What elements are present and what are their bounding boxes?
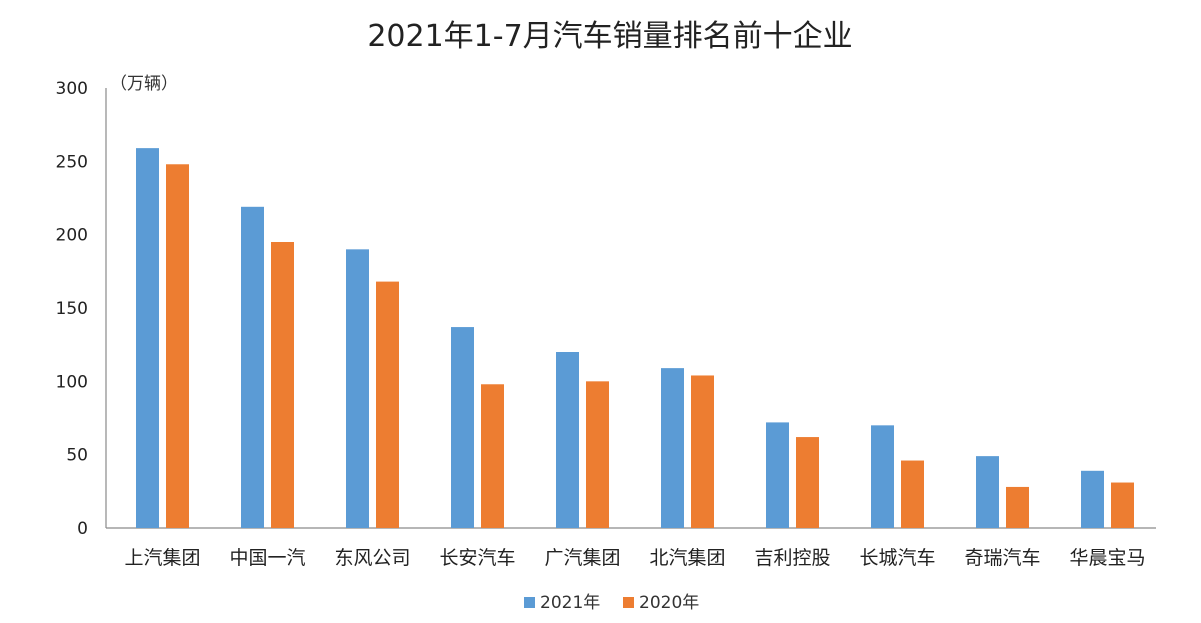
bar-series-2020 bbox=[376, 281, 399, 528]
legend-label: 2020年 bbox=[639, 593, 699, 613]
legend: 2021年 2020年 bbox=[524, 593, 699, 613]
y-tick-label: 200 bbox=[56, 226, 88, 246]
legend-label: 2021年 bbox=[540, 593, 600, 613]
bar-series-2021 bbox=[871, 425, 894, 528]
x-category-label: 中国一汽 bbox=[229, 547, 305, 569]
x-category-label: 吉利控股 bbox=[754, 547, 830, 569]
bar-series-2021 bbox=[766, 422, 789, 528]
x-category-label: 华晨宝马 bbox=[1069, 547, 1145, 569]
bar-series-2021 bbox=[1081, 470, 1104, 528]
y-unit-label: （万辆） bbox=[110, 74, 178, 94]
bar-series-2020 bbox=[481, 384, 504, 528]
bar-series-2020 bbox=[586, 381, 609, 528]
y-tick-label: 300 bbox=[56, 79, 88, 99]
bar-series-2021 bbox=[976, 456, 999, 528]
bar-series-2020 bbox=[796, 437, 819, 528]
y-tick-label: 150 bbox=[56, 299, 88, 319]
x-category-label: 上汽集团 bbox=[124, 547, 200, 569]
y-tick-label: 50 bbox=[66, 446, 88, 466]
legend-swatch bbox=[524, 597, 535, 608]
bar-series-2020 bbox=[901, 460, 924, 528]
bar-series-2020 bbox=[1006, 486, 1029, 528]
y-tick-label: 100 bbox=[56, 372, 88, 392]
chart-title: 2021年1-7月汽车销量排名前十企业 bbox=[367, 19, 852, 54]
x-axis: 上汽集团 中国一汽 东风公司 长安汽车 广汽集团 北汽集团 吉利控股 长城汽车 奇瑞汽车 华晨宝马 bbox=[106, 527, 1156, 569]
bar-series-group bbox=[136, 148, 1134, 529]
bar-series-2021 bbox=[556, 352, 579, 528]
y-tick-label: 250 bbox=[56, 152, 88, 172]
bar-series-2021 bbox=[136, 148, 159, 528]
bar-series-2021 bbox=[346, 249, 369, 529]
bar-series-2020 bbox=[691, 375, 714, 528]
y-axis: 0 50 100 150 200 250 300 bbox=[56, 79, 107, 539]
x-category-label: 广汽集团 bbox=[544, 547, 620, 569]
bar-series-2020 bbox=[166, 164, 189, 528]
x-category-label: 东风公司 bbox=[334, 547, 410, 569]
bar-series-2020 bbox=[271, 242, 294, 528]
x-category-label: 长安汽车 bbox=[439, 547, 515, 569]
x-category-label: 长城汽车 bbox=[859, 547, 935, 569]
legend-swatch bbox=[623, 597, 634, 608]
y-tick-label: 0 bbox=[77, 519, 88, 539]
bar-series-2021 bbox=[241, 206, 264, 529]
x-category-label: 奇瑞汽车 bbox=[964, 547, 1040, 569]
x-category-label: 北汽集团 bbox=[649, 547, 725, 569]
bar-series-2020 bbox=[1111, 482, 1134, 528]
bar-series-2021 bbox=[661, 368, 684, 528]
bar-series-2021 bbox=[451, 327, 474, 528]
